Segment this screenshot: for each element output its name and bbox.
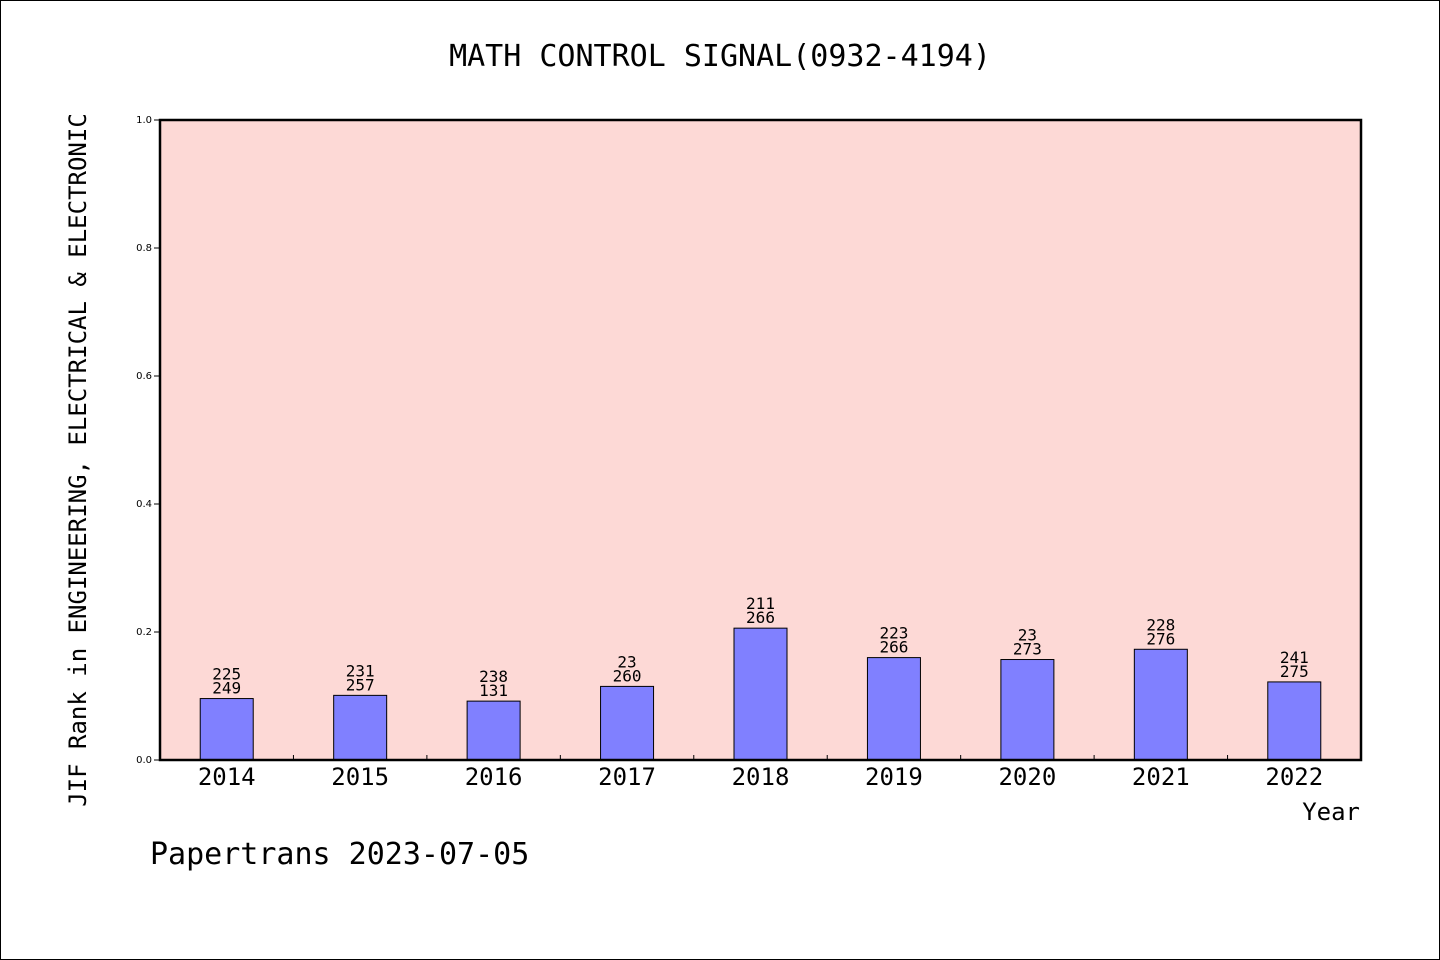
data-label-top: 225 xyxy=(212,665,241,684)
data-label-top: 23 xyxy=(617,652,636,671)
bar-2018 xyxy=(733,627,788,761)
bar-2017 xyxy=(600,685,655,761)
y-tick-label: 1.0 xyxy=(136,115,152,126)
x-tick-label: 2017 xyxy=(598,763,656,791)
data-label-bottom: 257 xyxy=(346,675,375,694)
data-label-top: 23 xyxy=(1018,626,1037,645)
data-label-top: 211 xyxy=(746,594,775,613)
x-tick-label: 2022 xyxy=(1265,763,1323,791)
data-label-top: 223 xyxy=(879,624,908,643)
bar-2014 xyxy=(199,698,254,761)
x-tick-label: 2016 xyxy=(465,763,523,791)
data-label-top: 241 xyxy=(1280,648,1309,667)
y-tick-label: 0.4 xyxy=(136,499,152,510)
bar-2019 xyxy=(866,657,921,761)
data-label-bottom: 266 xyxy=(746,608,775,627)
bar-2015 xyxy=(333,694,388,761)
bar-2021 xyxy=(1133,648,1188,761)
footer-credit: Papertrans 2023-07-05 xyxy=(150,837,529,872)
data-label-bottom: 249 xyxy=(212,679,241,698)
data-label-bottom: 131 xyxy=(479,681,508,700)
plot-border xyxy=(158,118,1363,762)
data-label-top: 238 xyxy=(479,667,508,686)
data-label-top: 231 xyxy=(346,661,375,680)
x-tick-label: 2018 xyxy=(732,763,790,791)
bar-2022 xyxy=(1267,681,1322,761)
data-label-bottom: 275 xyxy=(1280,662,1309,681)
y-tick-label: 0.8 xyxy=(136,243,152,254)
y-axis-label: JIF Rank in ENGINEERING, ELECTRICAL & EL… xyxy=(64,113,92,807)
x-axis-label: Year xyxy=(1302,798,1360,826)
x-tick-label: 2020 xyxy=(998,763,1056,791)
x-tick-label: 2015 xyxy=(331,763,389,791)
x-tick-label: 2021 xyxy=(1132,763,1190,791)
y-tick-label: 0.2 xyxy=(136,627,152,638)
y-tick-label: 0.0 xyxy=(136,755,152,766)
ticks-group: 0.0 0.2 0.4 0.6 0.8 1.0 2014 2015 2016 2017 2018 20… xyxy=(136,115,1323,791)
data-label-bottom: 276 xyxy=(1146,629,1175,648)
data-label-bottom: 273 xyxy=(1013,640,1042,659)
data-label-bottom: 260 xyxy=(613,666,642,685)
bar-2020 xyxy=(1000,659,1055,761)
x-tick-label: 2014 xyxy=(198,763,256,791)
data-label-top: 228 xyxy=(1146,615,1175,634)
y-tick-label: 0.6 xyxy=(136,371,152,382)
x-tick-label: 2019 xyxy=(865,763,923,791)
bar-2016 xyxy=(466,700,521,761)
chart-title: MATH CONTROL SIGNAL(0932-4194) xyxy=(449,39,991,74)
data-label-bottom: 266 xyxy=(879,638,908,657)
